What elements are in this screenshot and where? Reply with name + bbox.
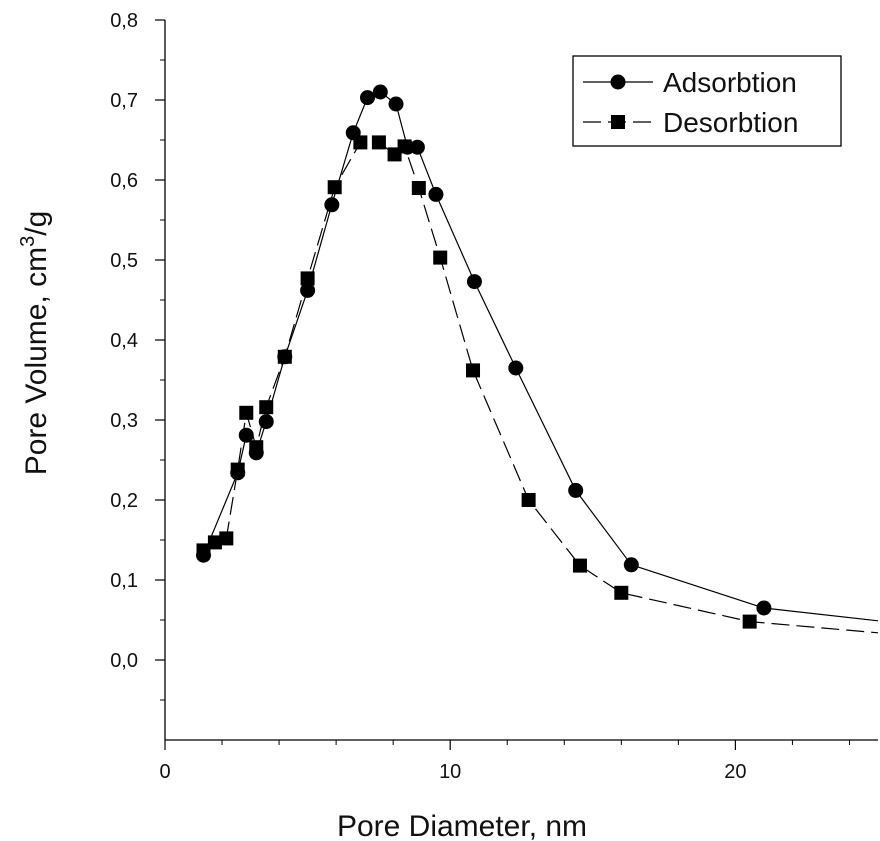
data-point-desorbtion [230, 462, 245, 477]
data-point-adsorbtion [428, 186, 444, 202]
legend-marker-desorbtion [611, 115, 625, 129]
data-point-desorbtion [572, 558, 587, 573]
y-tick-label: 0,4 [110, 330, 138, 352]
series-line-adsorbtion [202, 91, 879, 622]
data-point-adsorbtion [623, 557, 639, 573]
series-line-desorbtion [203, 141, 879, 634]
data-point-adsorbtion [756, 600, 772, 616]
data-point-adsorbtion [568, 482, 584, 498]
y-tick-label: 0,3 [110, 410, 138, 432]
legend-label-desorbtion: Desorbtion [663, 107, 798, 138]
x-tick-label: 0 [159, 761, 170, 783]
y-axis-title-tail: /g [20, 211, 53, 236]
data-point-adsorbtion [258, 414, 274, 430]
data-point-desorbtion [219, 531, 234, 546]
x-tick-label: 20 [724, 761, 746, 783]
data-point-desorbtion [466, 363, 481, 378]
y-tick-label: 0,2 [110, 490, 138, 512]
y-tick-label: 0,0 [110, 650, 138, 672]
data-point-desorbtion [207, 535, 222, 550]
x-axis-title: Pore Diameter, nm [337, 810, 587, 841]
y-tick-label: 0,7 [110, 90, 138, 112]
data-point-desorbtion [259, 400, 274, 415]
data-point-desorbtion [433, 250, 448, 265]
data-point-desorbtion [614, 585, 629, 600]
y-tick-label: 0,5 [110, 250, 138, 272]
legend: Adsorbtion Desorbtion [572, 55, 842, 147]
data-point-desorbtion [277, 349, 292, 364]
data-point-desorbtion [411, 181, 426, 195]
data-point-desorbtion [327, 180, 342, 195]
data-point-desorbtion [249, 440, 264, 455]
plot-layer: 0 10 20 0,0 0,1 0,2 0,3 0,4 0,5 0,6 0,7 0,8 [110, 10, 879, 783]
y-axis-title-main: Pore Volume, cm [20, 247, 53, 475]
data-point-adsorbtion [508, 360, 524, 376]
legend-label-adsorbtion: Adsorbtion [663, 67, 797, 98]
legend-box [572, 55, 842, 147]
data-point-desorbtion [521, 493, 536, 507]
y-axis-title: Pore Volume, cm3/g [17, 211, 53, 476]
data-point-desorbtion [371, 135, 386, 150]
data-point-desorbtion [353, 135, 368, 150]
data-point-adsorbtion [372, 84, 388, 100]
data-point-adsorbtion [388, 96, 404, 112]
data-point-desorbtion [196, 543, 211, 558]
data-point-adsorbtion [359, 90, 375, 106]
y-axis-title-superscript: 3 [17, 236, 39, 247]
y-tick-label: 0,6 [110, 170, 138, 192]
data-point-adsorbtion [409, 139, 425, 155]
y-tick-label: 0,8 [110, 10, 138, 32]
y-tick-label: 0,1 [110, 570, 138, 592]
svg-text:Pore Volume, cm3/g: Pore Volume, cm3/g [17, 211, 53, 476]
data-point-desorbtion [397, 139, 412, 154]
data-point-adsorbtion [300, 282, 316, 298]
data-point-desorbtion [239, 405, 254, 420]
data-point-desorbtion [300, 271, 315, 286]
data-point-desorbtion [742, 614, 757, 629]
data-point-adsorbtion [466, 274, 482, 290]
data-point-adsorbtion [324, 197, 340, 213]
x-tick-label: 10 [439, 761, 461, 783]
legend-marker-adsorbtion [610, 74, 626, 90]
